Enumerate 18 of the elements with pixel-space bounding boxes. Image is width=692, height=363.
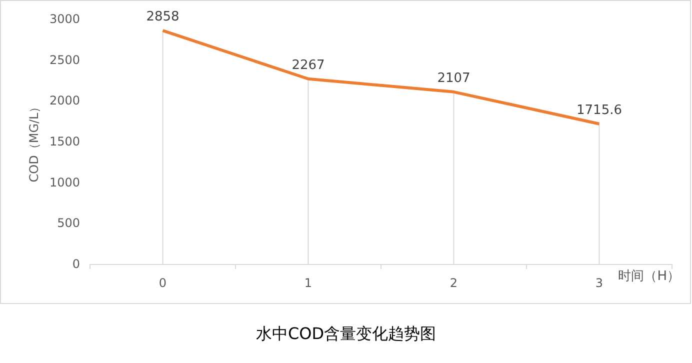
y-tick-label: 2500 xyxy=(49,52,80,67)
x-tick-label: 1 xyxy=(304,276,312,290)
x-tick-label: 0 xyxy=(158,276,167,290)
y-tick-label: 2000 xyxy=(49,94,80,108)
data-label: 2858 xyxy=(146,10,180,25)
data-label: 1715.6 xyxy=(576,102,622,118)
data-label: 2107 xyxy=(437,70,470,86)
y-tick-label: 3000 xyxy=(49,12,80,26)
text: 水中COD含量变化趋势图 xyxy=(256,324,436,343)
y-axis-title: COD（MG/L） xyxy=(27,100,41,182)
y-tick-label: 0 xyxy=(72,257,80,271)
y-tick-label: 1500 xyxy=(49,134,80,148)
data-label: 2267 xyxy=(292,58,325,73)
x-axis-title: 时间（H） xyxy=(618,269,680,284)
y-tick-label: 500 xyxy=(57,216,80,230)
x-tick-label: 2 xyxy=(450,276,458,290)
y-tick-label: 1000 xyxy=(49,175,80,190)
x-tick-label: 3 xyxy=(595,276,604,290)
